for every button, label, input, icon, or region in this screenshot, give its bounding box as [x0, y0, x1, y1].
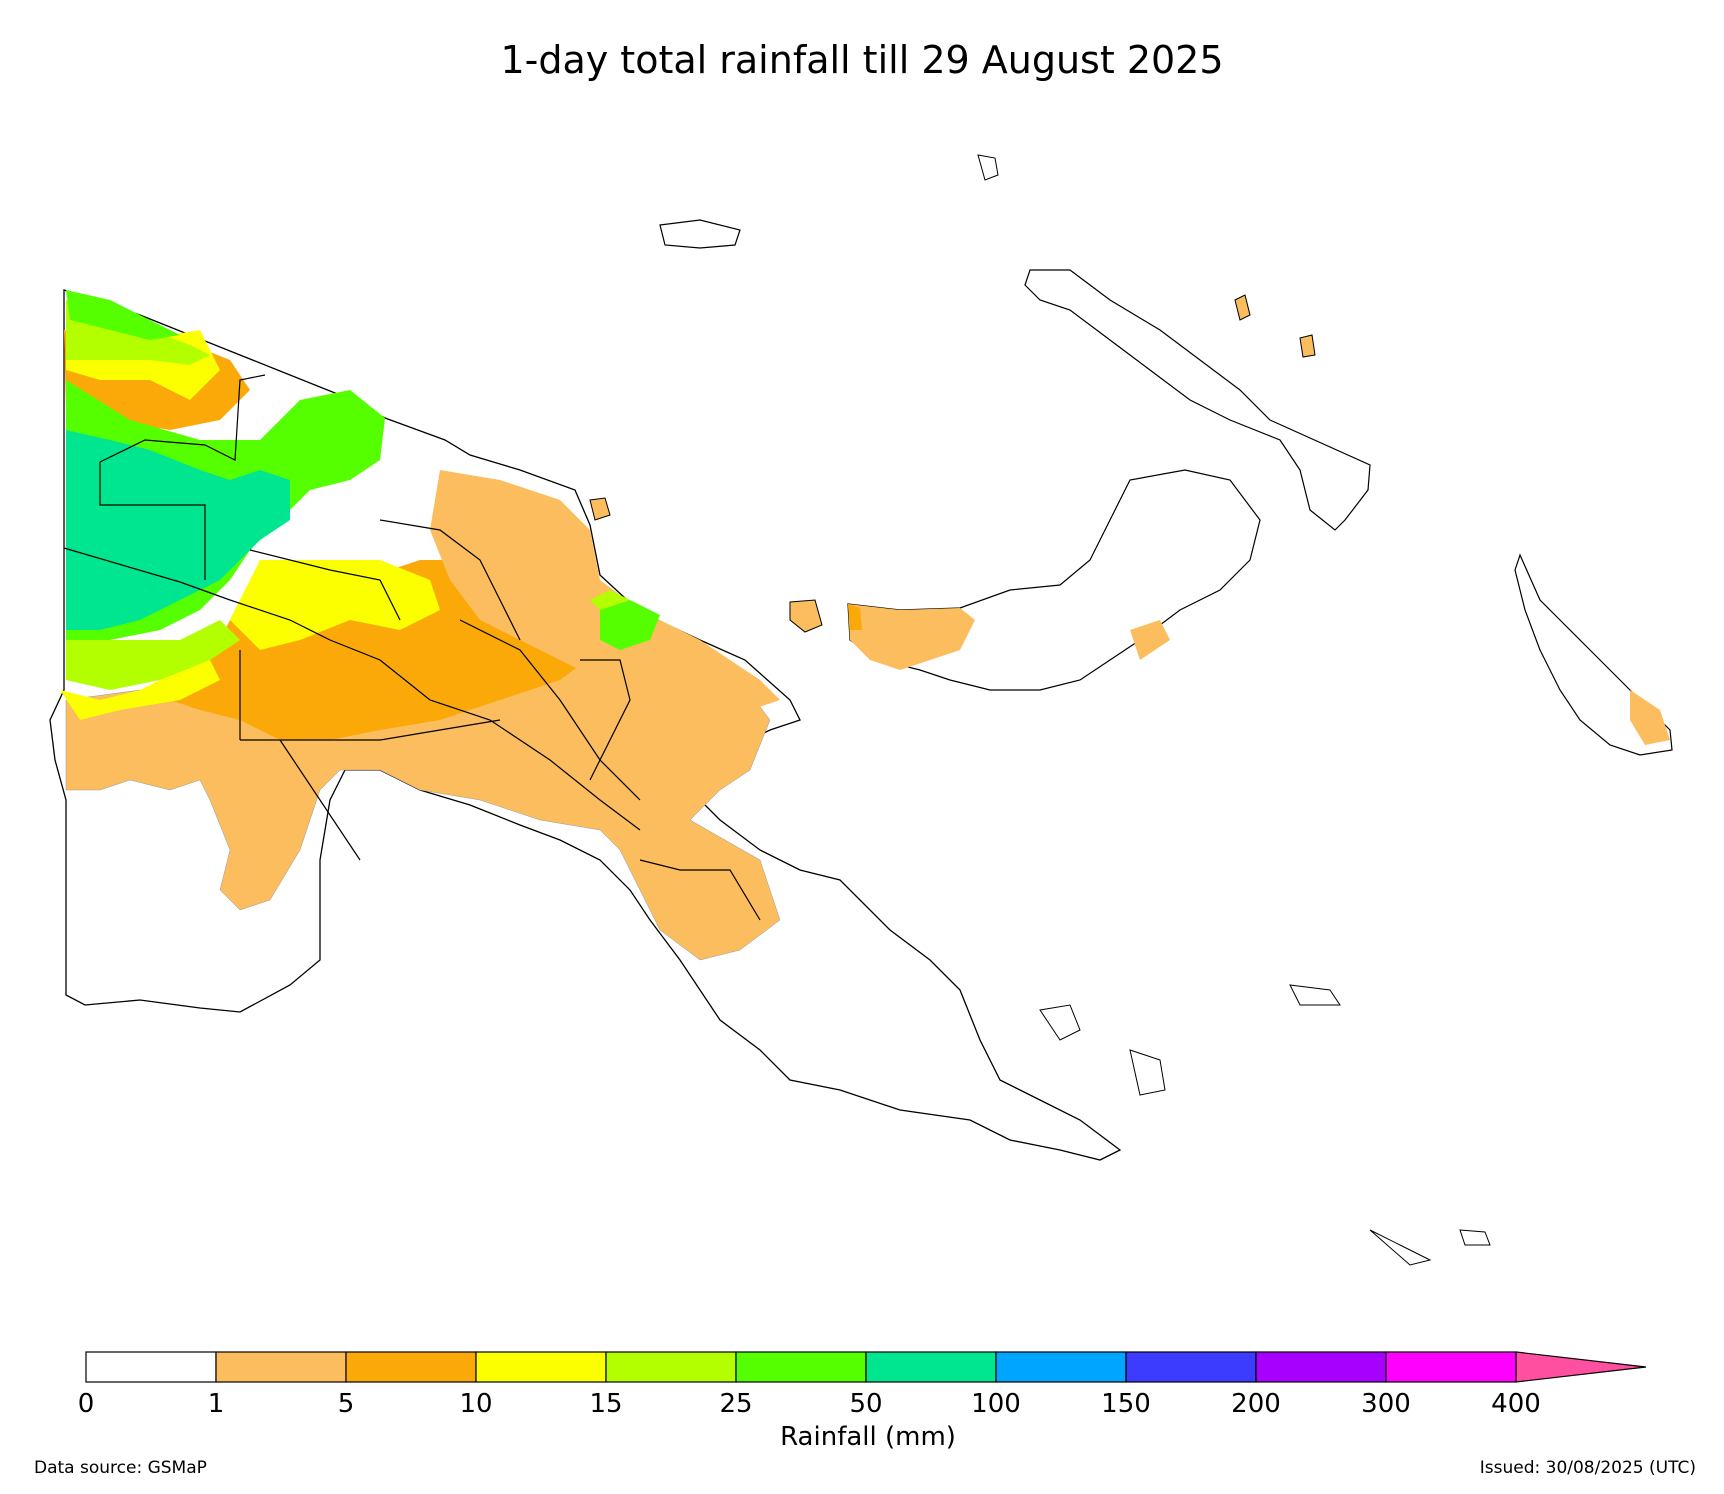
mainland-new-guinea [49, 289, 1122, 1161]
colorbar-box [1385, 1351, 1517, 1383]
island-small-orange-1 [1234, 294, 1251, 321]
colorbar-box [995, 1351, 1127, 1383]
island-dentrecasteaux-2 [1129, 1049, 1166, 1096]
colorbar-tick-label: 0 [78, 1389, 95, 1419]
island-manus [659, 219, 741, 249]
bougainville-orange [1630, 690, 1670, 745]
colorbar-tick-label: 200 [1231, 1389, 1281, 1419]
colorbar-extend-arrow [1515, 1351, 1647, 1383]
colorbar-box [605, 1351, 737, 1383]
colorbar-tick-label: 100 [971, 1389, 1021, 1419]
island-rossel [1459, 1229, 1491, 1246]
region-small-green-east [600, 600, 660, 650]
province-boundaries [63, 374, 761, 921]
map-title: 1-day total rainfall till 29 August 2025 [500, 38, 1224, 82]
island-new-ireland [1024, 269, 1371, 531]
new-britain-orange-west [848, 604, 975, 670]
island-mussau [977, 154, 999, 181]
colorbar-tick-label: 50 [849, 1389, 882, 1419]
island-karkar [589, 497, 611, 521]
data-source: Data source: GSMaP [34, 1458, 207, 1478]
colorbar-label: Rainfall (mm) [780, 1422, 956, 1452]
new-britain-orange-tip [848, 604, 862, 630]
colorbar-tick-label: 25 [719, 1389, 752, 1419]
colorbar-box [1125, 1351, 1257, 1383]
region-lime-band [66, 300, 240, 690]
colorbar-tick-label: 150 [1101, 1389, 1151, 1419]
colorbar-box [865, 1351, 997, 1383]
colorbar-tick-label: 15 [589, 1389, 622, 1419]
island-louisiade [1369, 1229, 1432, 1266]
colorbar-tick-label: 5 [338, 1389, 355, 1419]
region-yellow-band [60, 330, 440, 720]
issued-date: Issued: 30/08/2025 (UTC) [1479, 1458, 1696, 1478]
colorbar-box [215, 1351, 347, 1383]
region-west-teal-core [66, 430, 290, 630]
colorbar-boxes [85, 1351, 1647, 1383]
colorbar-ticks: 0 1 5 10 15 25 50 100 150 200 300 400 [78, 1389, 1541, 1419]
colorbar-box [345, 1351, 477, 1383]
colorbar-box [85, 1351, 217, 1383]
colorbar-tick-label: 10 [459, 1389, 492, 1419]
rainfall-map [49, 154, 1673, 1266]
island-woodlark [1289, 984, 1341, 1006]
colorbar-tick-label: 300 [1361, 1389, 1411, 1419]
island-small-orange-2 [1299, 334, 1316, 358]
colorbar-box [475, 1351, 607, 1383]
colorbar-tick-label: 400 [1491, 1389, 1541, 1419]
colorbar-box [1255, 1351, 1387, 1383]
island-dentrecasteaux-1 [1039, 1004, 1081, 1041]
colorbar-tick-label: 1 [208, 1389, 225, 1419]
island-umboi [789, 599, 823, 633]
new-britain-orange-east [1130, 620, 1170, 660]
region-small-lime-east [590, 590, 630, 610]
colorbar-box [735, 1351, 867, 1383]
